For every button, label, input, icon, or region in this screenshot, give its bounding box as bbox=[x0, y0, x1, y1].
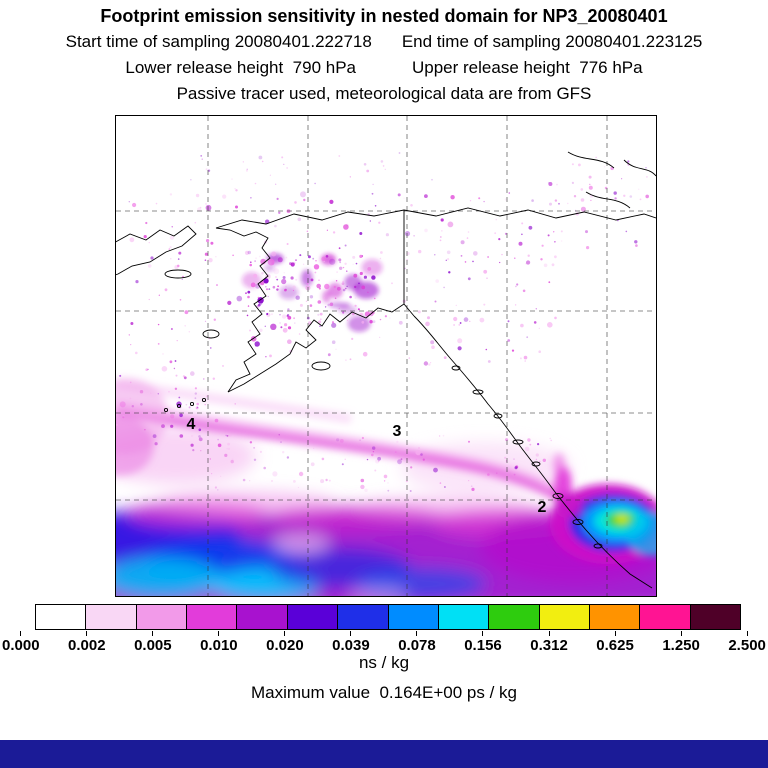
colorbar-segment bbox=[338, 605, 389, 629]
colorbar-segment bbox=[86, 605, 137, 629]
colorbar-tick-label: 0.312 bbox=[530, 631, 568, 654]
colorbar-segment bbox=[187, 605, 238, 629]
graticule bbox=[116, 116, 656, 596]
map-markers: 4 3 2 bbox=[116, 116, 656, 596]
colorbar-tick-label: 0.625 bbox=[596, 631, 634, 654]
colorbar-segment bbox=[690, 605, 741, 629]
footprint-field-svg bbox=[116, 116, 656, 596]
colorbar bbox=[35, 604, 741, 630]
colorbar-segment bbox=[287, 605, 339, 629]
receptor-label: 2 bbox=[537, 499, 547, 516]
colorbar-segment bbox=[438, 605, 490, 629]
colorbar-tick-label: 0.078 bbox=[398, 631, 436, 654]
start-time-text: Start time of sampling 20080401.222718 bbox=[65, 32, 372, 51]
colorbar-tick-label: 0.005 bbox=[134, 631, 172, 654]
tracer-info-text: Passive tracer used, meteorological data… bbox=[176, 84, 592, 103]
colorbar-segment bbox=[589, 605, 641, 629]
lower-release-height-text: Lower release height 790 hPa bbox=[125, 58, 356, 77]
coastlines bbox=[116, 151, 656, 589]
colorbar-tick-label: 1.250 bbox=[662, 631, 700, 654]
colorbar-tick-label: 0.010 bbox=[200, 631, 238, 654]
colorbar-tick-label: 0.000 bbox=[2, 631, 40, 654]
bottom-bar bbox=[0, 740, 768, 768]
colorbar-tick-label: 0.156 bbox=[464, 631, 502, 654]
sampling-times-line: Start time of sampling 20080401.222718 E… bbox=[0, 32, 768, 52]
map-panel: 4 3 2 bbox=[115, 115, 657, 597]
figure-title: Footprint emission sensitivity in nested… bbox=[100, 6, 668, 26]
colorbar-segment bbox=[489, 605, 540, 629]
colorbar-segment bbox=[640, 605, 691, 629]
sensitivity-field bbox=[116, 152, 656, 596]
colorbar-tick-label: 2.500 bbox=[728, 631, 766, 654]
colorbar-tick-label: 0.039 bbox=[332, 631, 370, 654]
colorbar-segment bbox=[136, 605, 188, 629]
receptor-label: 4 bbox=[186, 416, 196, 433]
max-value-text: Maximum value 0.164E+00 ps / kg bbox=[251, 683, 517, 702]
receptor-label: 3 bbox=[392, 423, 402, 440]
end-time-text: End time of sampling 20080401.223125 bbox=[401, 32, 703, 51]
colorbar-units: ns / kg bbox=[358, 653, 410, 672]
colorbar-tick-label: 0.002 bbox=[68, 631, 106, 654]
colorbar-tick-label: 0.020 bbox=[266, 631, 304, 654]
colorbar-segment bbox=[36, 605, 87, 629]
colorbar-segment bbox=[237, 605, 288, 629]
upper-release-height-text: Upper release height 776 hPa bbox=[412, 58, 643, 77]
colorbar-tick-labels: 0.000 0.002 0.005 0.010 0.020 0.039 0.078 0.156… bbox=[0, 631, 768, 654]
colorbar-segment bbox=[388, 605, 439, 629]
release-heights-line: Lower release height 790 hPa Upper relea… bbox=[0, 58, 768, 78]
colorbar-segment bbox=[539, 605, 590, 629]
